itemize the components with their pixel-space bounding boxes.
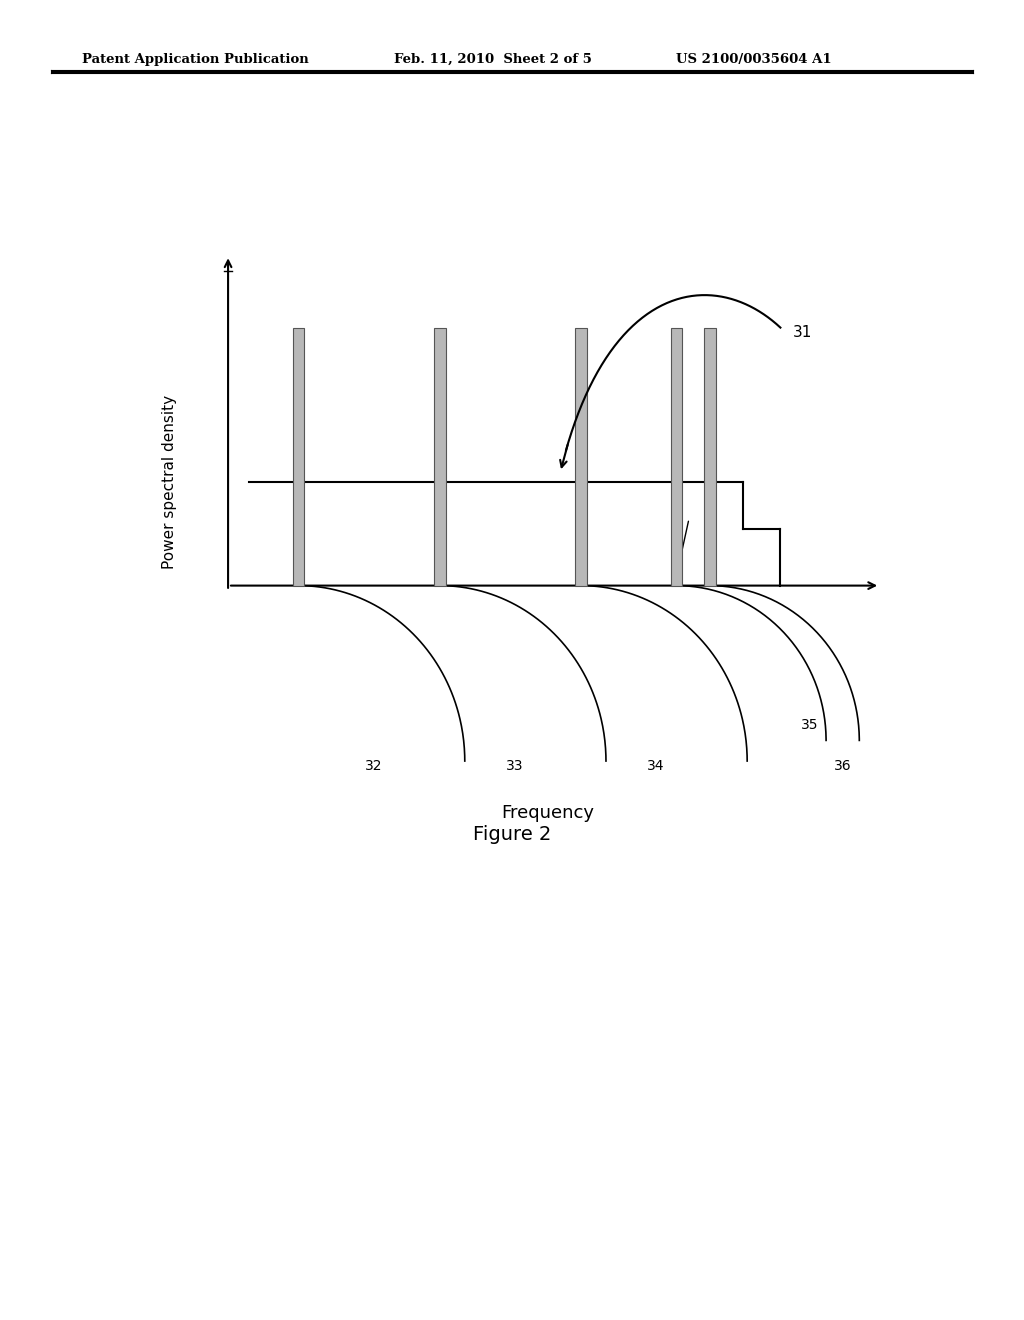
Text: 35: 35 [801,718,818,731]
Bar [671,327,682,586]
Text: Frequency: Frequency [502,804,594,821]
Text: US 2100/0035604 A1: US 2100/0035604 A1 [676,53,831,66]
Text: Figure 2: Figure 2 [473,825,551,843]
Text: 31: 31 [793,325,812,341]
Text: 36: 36 [835,759,852,774]
Text: Patent Application Publication: Patent Application Publication [82,53,308,66]
Text: Feb. 11, 2010  Sheet 2 of 5: Feb. 11, 2010 Sheet 2 of 5 [394,53,592,66]
Text: 32: 32 [365,759,382,774]
Text: 34: 34 [647,759,665,774]
Text: 33: 33 [506,759,523,774]
Bar [434,327,445,586]
Bar [575,327,587,586]
Bar [293,327,304,586]
Text: Power spectral density: Power spectral density [163,395,177,569]
Bar [703,327,716,586]
